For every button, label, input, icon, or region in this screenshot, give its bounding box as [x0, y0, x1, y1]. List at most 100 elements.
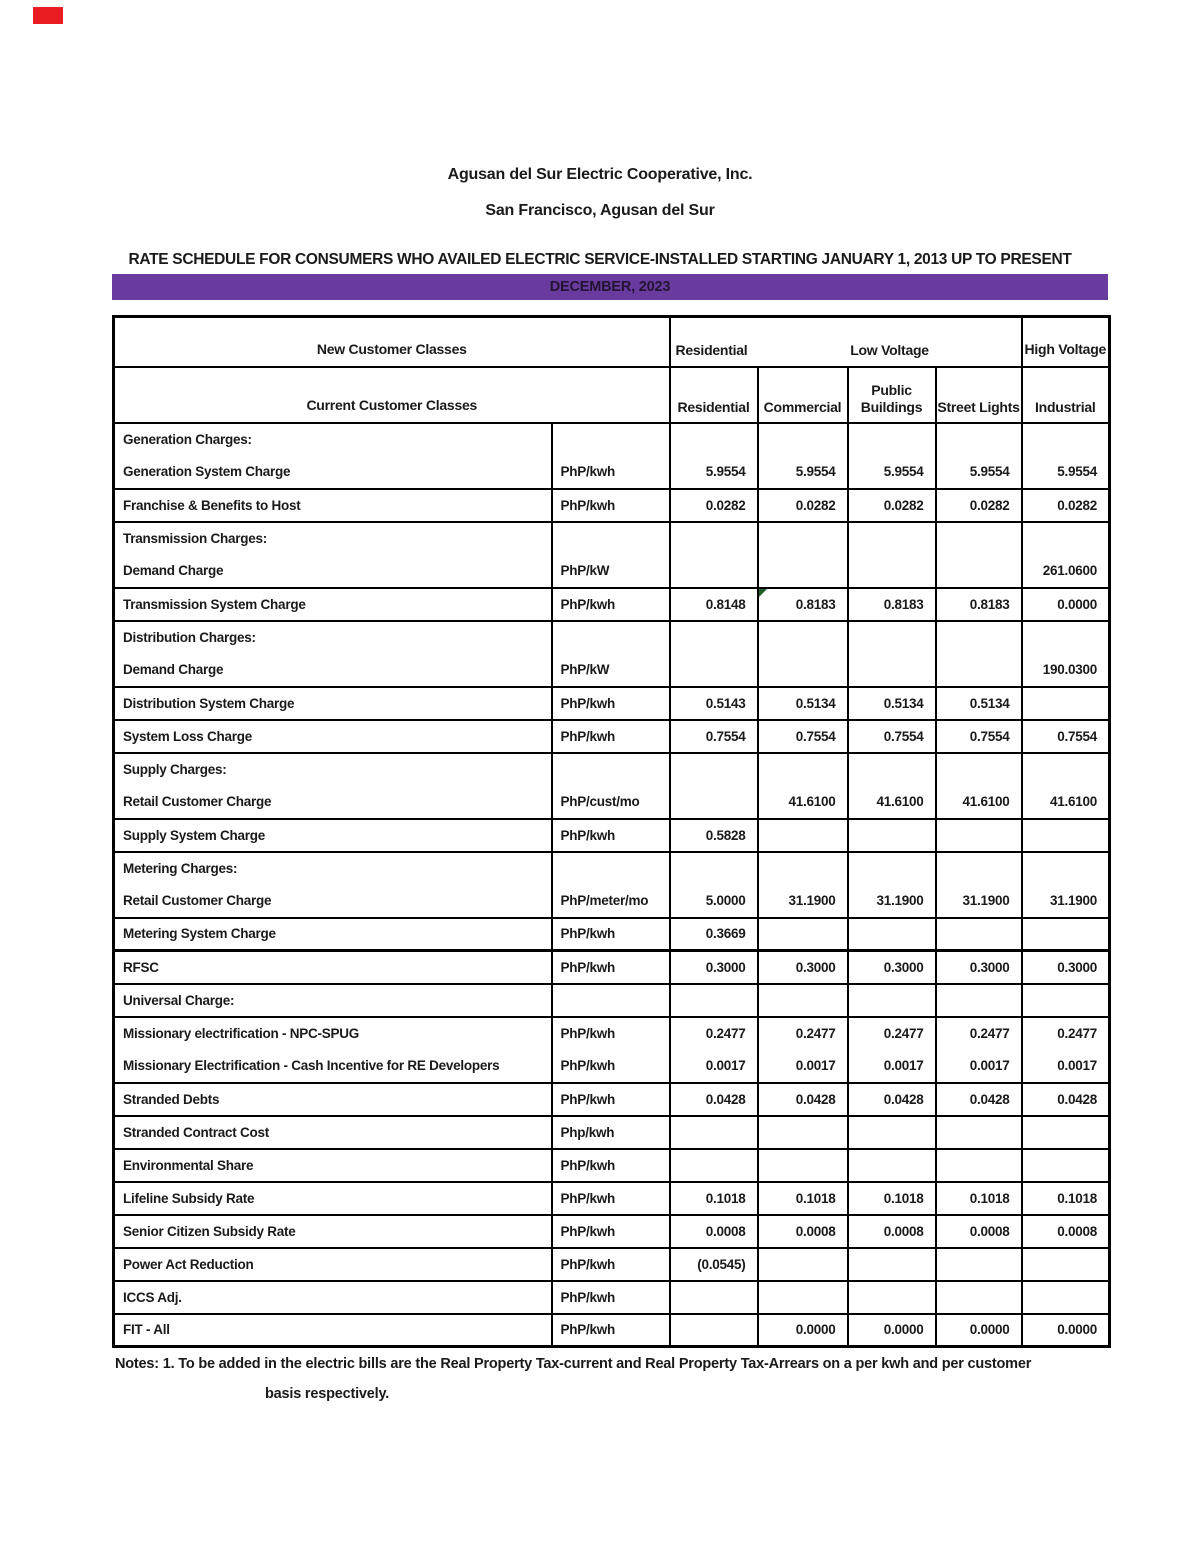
rate-value-cell: 0.8183 — [847, 587, 937, 622]
charge-label-cell: FIT - All — [113, 1313, 553, 1348]
rate-value-cell — [935, 983, 1023, 1018]
rate-value-cell — [1021, 752, 1111, 786]
rate-value-cell — [757, 1247, 849, 1282]
rate-value-cell — [1021, 686, 1111, 721]
rate-value-cell: 0.1018 — [935, 1181, 1023, 1216]
unit-cell: PhP/kwh — [551, 949, 671, 985]
rate-value-cell — [847, 554, 937, 589]
rate-value-cell — [847, 1115, 937, 1150]
notes-line-1: Notes: 1. To be added in the electric bi… — [115, 1356, 1032, 1372]
unit-cell: PhP/kwh — [551, 1049, 671, 1084]
unit-cell: PhP/kwh — [551, 1313, 671, 1348]
unit-cell — [551, 983, 671, 1018]
table-row: Retail Customer Charge PhP/meter/mo 5.0000… — [113, 884, 1111, 919]
charge-label-cell: Distribution Charges: — [113, 620, 553, 654]
rate-value-cell: 5.9554 — [757, 455, 849, 490]
unit-cell: PhP/kwh — [551, 488, 671, 523]
unit-cell — [551, 752, 671, 786]
charge-label-cell: System Loss Charge — [113, 719, 553, 754]
rate-value-cell: 0.0282 — [1021, 488, 1111, 523]
charge-label-cell: Stranded Debts — [113, 1082, 553, 1117]
unit-cell — [551, 851, 671, 885]
rate-value-cell: 5.9554 — [847, 455, 937, 490]
charge-label-cell: Stranded Contract Cost — [113, 1115, 553, 1150]
rate-value-cell — [757, 422, 849, 456]
charge-label-cell: Demand Charge — [113, 554, 553, 589]
rate-value-cell — [935, 818, 1023, 853]
header-low-voltage-group: Low Voltage — [850, 341, 929, 358]
table-row: Metering System Charge PhP/kwh 0.3669 — [113, 917, 1111, 952]
unit-cell: PhP/kwh — [551, 818, 671, 853]
charge-label-cell: Senior Citizen Subsidy Rate — [113, 1214, 553, 1249]
period-bar: DECEMBER, 2023 — [112, 274, 1108, 300]
rate-value-cell — [757, 917, 849, 952]
rate-value-cell — [669, 653, 759, 688]
rate-value-cell: 0.5134 — [847, 686, 937, 721]
rate-value-cell: 0.0008 — [935, 1214, 1023, 1249]
rate-value-cell: 0.2477 — [847, 1016, 937, 1050]
header-current-customer-classes: Current Customer Classes — [113, 366, 671, 424]
header-high-voltage-group: High Voltage — [1021, 316, 1111, 368]
table-row: Missionary electrification - NPC-SPUG PhP… — [113, 1016, 1111, 1050]
table-row: Demand Charge PhP/kW 190.0300 — [113, 653, 1111, 688]
rate-value-cell: 0.0282 — [847, 488, 937, 523]
rate-value-cell: 0.8183 — [935, 587, 1023, 622]
rate-value-cell — [669, 785, 759, 820]
rate-value-cell — [1021, 983, 1111, 1018]
rate-value-cell: 5.9554 — [1021, 455, 1111, 490]
table-row: Transmission Charges: — [113, 521, 1111, 555]
table-row: Supply System Charge PhP/kwh 0.5828 — [113, 818, 1111, 853]
rate-value-cell: 0.7554 — [757, 719, 849, 754]
rate-value-cell: 31.1900 — [847, 884, 937, 919]
rate-value-cell — [669, 1148, 759, 1183]
rate-value-cell: 0.5828 — [669, 818, 759, 853]
charge-label-cell: Generation Charges: — [113, 422, 553, 456]
rate-value-cell — [847, 653, 937, 688]
rate-value-cell: 0.0017 — [669, 1049, 759, 1084]
unit-cell: PhP/kwh — [551, 587, 671, 622]
charge-label-cell: Retail Customer Charge — [113, 785, 553, 820]
rate-value-cell — [1021, 1115, 1111, 1150]
rate-value-cell: 5.9554 — [935, 455, 1023, 490]
header-new-customer-classes: New Customer Classes — [113, 316, 671, 368]
notes: Notes: 1. To be added in the electric bi… — [115, 1356, 1095, 1402]
rate-value-cell — [757, 818, 849, 853]
rate-value-cell: 0.2477 — [757, 1016, 849, 1050]
unit-cell — [551, 620, 671, 654]
rate-value-cell: 0.1018 — [757, 1181, 849, 1216]
unit-cell — [551, 422, 671, 456]
rate-value-cell: 0.1018 — [847, 1181, 937, 1216]
charge-label-cell: Transmission Charges: — [113, 521, 553, 555]
rate-value-cell: 0.2477 — [935, 1016, 1023, 1050]
column-header-residential: Residential — [669, 366, 759, 424]
table-row: Generation System Charge PhP/kwh 5.9554 5.9… — [113, 455, 1111, 490]
rate-value-cell: 31.1900 — [935, 884, 1023, 919]
rate-value-cell: 0.1018 — [1021, 1181, 1111, 1216]
rate-value-cell: 0.3000 — [847, 949, 937, 985]
table-row: Demand Charge PhP/kW 261.0600 — [113, 554, 1111, 589]
table-row: Generation Charges: — [113, 422, 1111, 456]
charge-label-cell: Distribution System Charge — [113, 686, 553, 721]
table-row: Metering Charges: — [113, 851, 1111, 885]
rate-value-cell — [757, 983, 849, 1018]
rate-value-cell: 0.2477 — [1021, 1016, 1111, 1050]
rate-value-cell: 5.9554 — [669, 455, 759, 490]
table-row: Lifeline Subsidy Rate PhP/kwh 0.1018 0.1018… — [113, 1181, 1111, 1216]
table-row: Supply Charges: — [113, 752, 1111, 786]
rate-value-cell — [757, 752, 849, 786]
rate-value-cell: 0.0017 — [757, 1049, 849, 1084]
rate-value-cell: 31.1900 — [757, 884, 849, 919]
table-row: Stranded Contract Cost Php/kwh — [113, 1115, 1111, 1150]
rate-value-cell: 0.0282 — [757, 488, 849, 523]
unit-cell: PhP/kwh — [551, 1247, 671, 1282]
unit-cell — [551, 521, 671, 555]
rate-value-cell: 0.0282 — [935, 488, 1023, 523]
rate-value-cell: 31.1900 — [1021, 884, 1111, 919]
unit-cell: PhP/kW — [551, 554, 671, 589]
rate-value-cell — [935, 653, 1023, 688]
header-residential-group: Residential — [675, 341, 748, 358]
rate-value-cell: (0.0545) — [669, 1247, 759, 1282]
rate-value-cell — [1021, 818, 1111, 853]
unit-cell: PhP/kwh — [551, 455, 671, 490]
rate-value-cell: 0.0008 — [669, 1214, 759, 1249]
